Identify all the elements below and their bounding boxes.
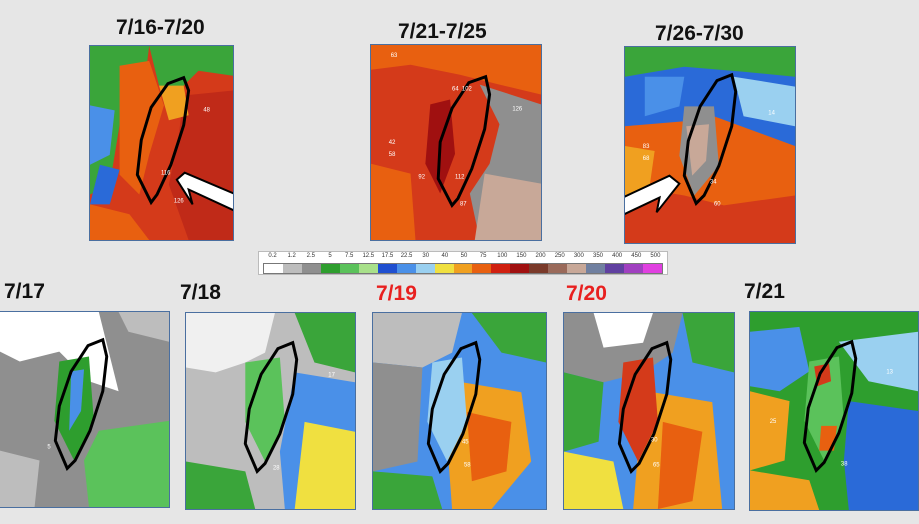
precipitation-legend: 0.2 1.2 2.5 5 7.5 12.5 17.5 22.5 30 40 50 75 100 150 2…	[258, 251, 668, 275]
legend-color-bar	[263, 263, 663, 274]
svg-text:65: 65	[653, 462, 660, 468]
legend-label: 2.5	[306, 253, 316, 259]
day-title-7-17: 7/17	[4, 280, 45, 303]
svg-text:28: 28	[273, 465, 280, 471]
legend-label: 50	[460, 253, 468, 259]
legend-swatch	[624, 264, 644, 273]
svg-text:13: 13	[886, 369, 893, 375]
legend-label: 500	[650, 253, 661, 259]
svg-text:60: 60	[714, 201, 721, 207]
day-title-7-19: 7/19	[376, 282, 417, 305]
legend-label: 75	[479, 253, 487, 259]
svg-text:83: 83	[643, 144, 650, 150]
legend-swatch	[339, 264, 359, 273]
legend-label: 200	[535, 253, 546, 259]
period-title-3: 7/26-7/30	[655, 22, 744, 45]
legend-swatch	[301, 264, 321, 273]
legend-label: 7.5	[344, 253, 354, 259]
svg-text:30: 30	[651, 438, 658, 444]
svg-text:102: 102	[462, 87, 472, 93]
legend-swatch	[264, 264, 283, 273]
rainfall-map-7-16-7-20: 48 126 116	[89, 45, 234, 241]
legend-label: 12.5	[362, 253, 375, 259]
legend-swatch	[434, 264, 454, 273]
legend-swatch	[491, 264, 511, 273]
legend-swatch	[472, 264, 492, 273]
legend-swatch	[529, 264, 549, 273]
svg-text:63: 63	[391, 53, 398, 59]
legend-label: 150	[516, 253, 527, 259]
legend-label: 30	[422, 253, 430, 259]
rainfall-map-7-17: 5	[0, 311, 170, 508]
legend-swatch	[586, 264, 606, 273]
day-title-7-21: 7/21	[744, 280, 785, 303]
legend-label: 250	[554, 253, 565, 259]
svg-text:87: 87	[460, 201, 467, 207]
svg-text:45: 45	[462, 440, 469, 446]
rainfall-map-7-21: 13 25 38	[749, 311, 919, 511]
legend-swatch	[548, 264, 568, 273]
legend-label: 1.2	[287, 253, 296, 259]
svg-text:17: 17	[328, 372, 335, 378]
day-title-7-20: 7/20	[566, 282, 607, 305]
svg-text:14: 14	[768, 110, 775, 116]
legend-swatch	[396, 264, 416, 273]
legend-swatch	[377, 264, 397, 273]
legend-label: 450	[631, 253, 642, 259]
legend-swatch	[282, 264, 302, 273]
legend-label: 17.5	[381, 253, 394, 259]
legend-swatch	[453, 264, 473, 273]
period-title-2: 7/21-7/25	[398, 20, 487, 43]
svg-text:126: 126	[174, 198, 185, 204]
rainfall-map-7-21-7-25: 63 64 102 126 42 58 92 112 87	[370, 44, 542, 241]
legend-label: 400	[612, 253, 623, 259]
legend-swatch	[358, 264, 378, 273]
legend-label: 300	[573, 253, 584, 259]
period-title-1: 7/16-7/20	[116, 16, 205, 39]
rainfall-map-7-20: 30 65	[563, 312, 735, 510]
legend-swatch	[510, 264, 530, 273]
svg-text:38: 38	[841, 461, 848, 467]
svg-text:64: 64	[452, 87, 459, 93]
svg-text:112: 112	[455, 175, 464, 181]
svg-text:34: 34	[710, 180, 717, 186]
svg-text:68: 68	[643, 156, 650, 162]
svg-text:48: 48	[203, 107, 210, 113]
svg-text:126: 126	[512, 106, 523, 112]
rainfall-map-7-26-7-30: 14 83 68 34 60	[624, 46, 796, 244]
legend-label: 22.5	[400, 253, 413, 259]
rainfall-map-7-19: 45 58	[372, 312, 547, 510]
legend-label: 5	[328, 253, 332, 259]
svg-text:25: 25	[770, 419, 777, 425]
legend-label: 100	[497, 253, 508, 259]
legend-label: 350	[592, 253, 604, 259]
legend-swatch	[415, 264, 435, 273]
legend-swatch	[567, 264, 587, 273]
day-title-7-18: 7/18	[180, 281, 221, 304]
svg-text:58: 58	[464, 462, 471, 468]
legend-label: 0.2	[268, 253, 277, 259]
legend-label: 40	[441, 253, 449, 259]
svg-text:58: 58	[389, 152, 396, 158]
legend-swatch	[643, 264, 663, 273]
svg-text:116: 116	[161, 171, 171, 177]
svg-text:5: 5	[47, 445, 51, 451]
rainfall-map-7-18: 17 28	[185, 312, 356, 510]
legend-swatch	[605, 264, 625, 273]
svg-text:92: 92	[418, 175, 425, 181]
svg-text:42: 42	[389, 140, 396, 146]
legend-swatch	[320, 264, 340, 273]
